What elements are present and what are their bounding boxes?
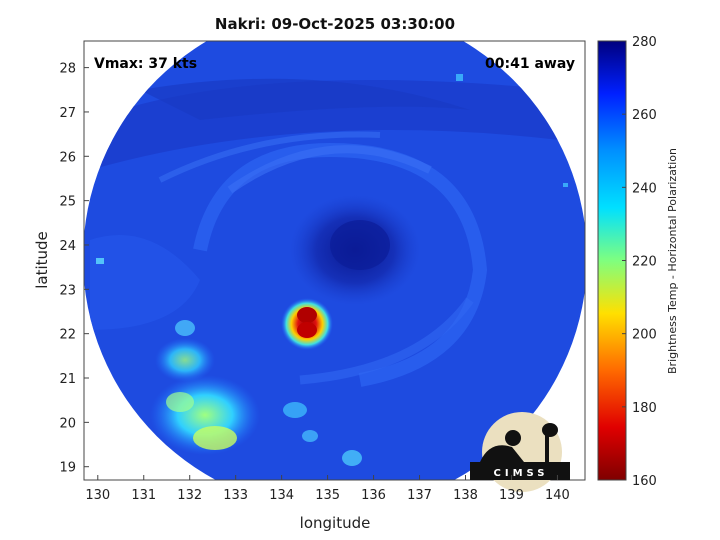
y-axis-ticks: 19 20 21 22 23 24 25 26 27 28	[59, 62, 89, 476]
x-tick-label: 134	[269, 488, 294, 503]
cimss-logo: CIMSS	[470, 412, 570, 492]
x-tick-label: 137	[407, 488, 432, 503]
colorbar-ticks: 280 260 240 220 200 180 160	[622, 35, 657, 489]
x-tick-label: 140	[545, 488, 570, 503]
y-tick-label: 22	[59, 328, 76, 343]
x-axis-ticks: 130 131 132 133 134 135 136 137 138 139 140	[85, 475, 570, 503]
y-tick-label: 27	[59, 106, 76, 121]
x-tick-label: 130	[85, 488, 110, 503]
x-tick-label: 136	[361, 488, 386, 503]
colorbar-tick-label: 220	[632, 255, 657, 270]
x-tick-label: 135	[315, 488, 340, 503]
x-tick-label: 132	[177, 488, 202, 503]
microwave-swath	[84, 41, 585, 480]
x-tick-label: 139	[499, 488, 524, 503]
y-tick-label: 26	[59, 150, 76, 165]
y-tick-label: 20	[59, 416, 76, 431]
y-tick-label: 21	[59, 372, 76, 387]
y-tick-label: 23	[59, 283, 76, 298]
colorbar-label: Brightness Temp - Horizontal Polarizatio…	[666, 148, 679, 374]
colorbar-tick-label: 260	[632, 108, 657, 123]
vmax-label: Vmax: 37 kts	[94, 56, 197, 72]
y-tick-label: 19	[59, 461, 76, 476]
logo-text: CIMSS	[494, 468, 549, 479]
colorbar-tick-label: 160	[632, 474, 657, 489]
colorbar-tick-label: 280	[632, 35, 657, 50]
x-tick-label: 133	[223, 488, 248, 503]
colorbar: 280 260 240 220 200 180 160 Brightness Temp - …	[597, 35, 679, 489]
figure-title: Nakri: 09-Oct-2025 03:30:00	[215, 15, 455, 33]
colorbar-tick-label: 200	[632, 328, 657, 343]
x-tick-label: 138	[453, 488, 478, 503]
x-tick-label: 131	[131, 488, 156, 503]
y-tick-label: 25	[59, 195, 76, 210]
y-tick-label: 24	[59, 239, 76, 254]
x-axis-label: longitude	[300, 514, 371, 532]
y-axis-label: latitude	[33, 231, 51, 289]
plot-area: Vmax: 37 kts 00:41 away CIMSS	[83, 40, 586, 492]
colorbar-tick-label: 180	[632, 401, 657, 416]
colorbar-tick-label: 240	[632, 181, 657, 196]
time-away-label: 00:41 away	[485, 56, 575, 72]
y-tick-label: 28	[59, 62, 76, 77]
